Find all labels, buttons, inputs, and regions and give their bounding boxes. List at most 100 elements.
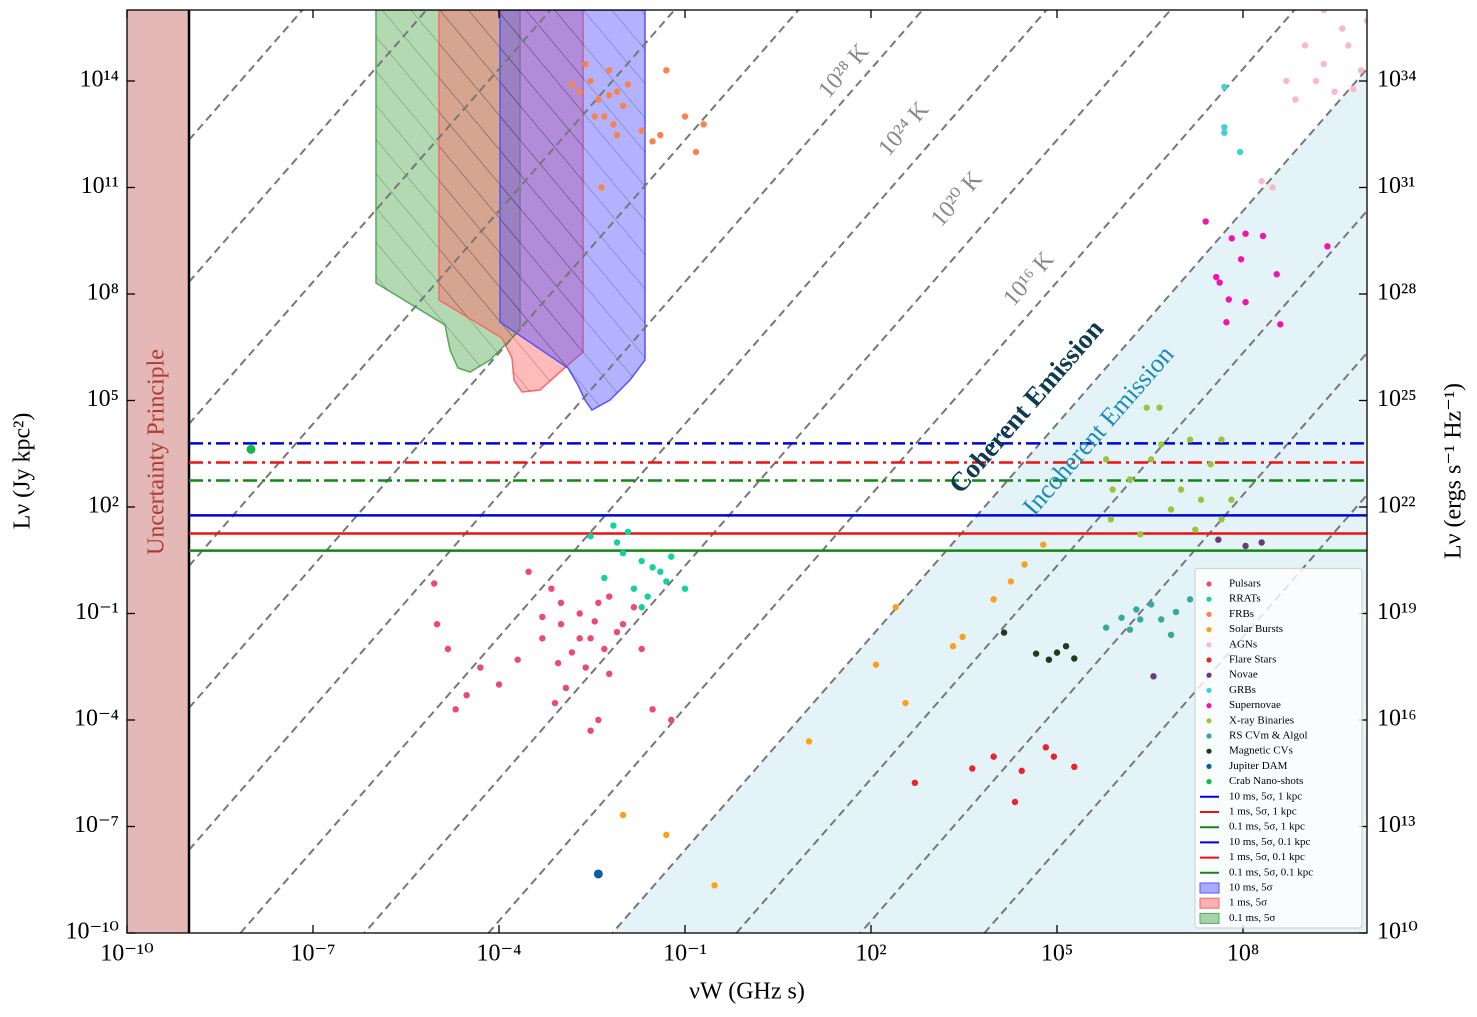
- temperature-line: [188, 10, 924, 851]
- data-point: [619, 811, 627, 819]
- data-point: [1221, 123, 1228, 131]
- data-point: [1221, 129, 1228, 136]
- legend-marker: [1206, 672, 1212, 678]
- data-point: [557, 599, 565, 607]
- data-point: [872, 661, 880, 668]
- data-point: [663, 67, 670, 74]
- legend-label: RRATs: [1229, 593, 1261, 605]
- data-point: [1259, 232, 1267, 240]
- y2-tick-label: 10¹³: [1377, 812, 1415, 838]
- data-point: [587, 533, 594, 540]
- data-point: [1331, 88, 1338, 95]
- data-point: [430, 580, 438, 587]
- data-point: [587, 635, 594, 642]
- data-point: [548, 585, 555, 592]
- legend-label: RS CVm & Algol: [1229, 730, 1308, 742]
- y-tick-label: 10⁻¹: [75, 599, 119, 625]
- temperature-line: [363, 10, 1172, 933]
- data-point: [1040, 541, 1047, 548]
- x-tick-label: 10⁻¹: [663, 941, 707, 967]
- legend-label: Pulsars: [1229, 578, 1261, 590]
- data-point: [1320, 60, 1327, 68]
- data-point: [582, 664, 589, 671]
- y-axis-label: Lν (Jy kpc²): [10, 413, 36, 530]
- data-point: [477, 664, 484, 671]
- legend-label: 1 ms, 5σ, 0.1 kpc: [1229, 851, 1305, 863]
- data-point: [1192, 526, 1199, 533]
- data-point: [949, 642, 957, 650]
- data-point: [1339, 25, 1346, 32]
- data-point: [514, 656, 521, 663]
- data-point: [1228, 235, 1236, 242]
- data-point: [1172, 608, 1180, 616]
- data-point: [568, 649, 576, 656]
- data-point: [1283, 77, 1290, 85]
- y2-axis-label: Lν (ergs s⁻¹ Hz⁻¹): [1441, 383, 1467, 559]
- data-point: [1109, 486, 1116, 493]
- temperature-label: 10¹⁶ K: [998, 246, 1059, 311]
- legend-marker: [1206, 657, 1212, 663]
- data-point: [1011, 798, 1019, 806]
- legend-label: FRBs: [1229, 608, 1254, 620]
- y-tick-label: 10⁻¹⁰: [66, 919, 119, 945]
- data-point: [610, 522, 617, 529]
- temperature-line: [611, 67, 1367, 933]
- data-point: [1273, 271, 1280, 278]
- data-point: [668, 553, 675, 560]
- x-tick-label: 10⁻¹⁰: [100, 941, 153, 967]
- legend-label: AGNs: [1229, 638, 1257, 650]
- data-point: [1225, 296, 1232, 303]
- data-point: [663, 578, 670, 585]
- data-point: [593, 869, 603, 879]
- data-point: [1197, 496, 1205, 503]
- x-axis-label: νW (GHz s): [689, 979, 805, 1005]
- data-point: [1137, 531, 1144, 538]
- temperature-line: [487, 10, 1296, 933]
- data-point: [1050, 753, 1058, 760]
- legend-marker: [1206, 748, 1212, 754]
- legend-label: 10 ms, 5σ, 1 kpc: [1229, 790, 1302, 802]
- data-point: [1218, 436, 1225, 443]
- data-point: [1133, 606, 1140, 613]
- y2-tick-label: 10¹⁰: [1377, 919, 1418, 945]
- data-point: [649, 706, 656, 713]
- data-point: [1177, 486, 1185, 493]
- data-point: [1158, 616, 1165, 623]
- data-point: [1000, 629, 1008, 636]
- data-point: [587, 77, 594, 85]
- data-point: [1242, 230, 1249, 237]
- data-point: [557, 620, 565, 628]
- legend-label: 1 ms, 5σ, 1 kpc: [1229, 806, 1297, 818]
- data-point: [1147, 601, 1155, 608]
- data-point: [1228, 496, 1235, 503]
- data-point: [1202, 218, 1209, 225]
- y2-tick-label: 10²⁵: [1377, 386, 1417, 412]
- legend-label: 0.1 ms, 5σ, 1 kpc: [1229, 821, 1305, 833]
- data-point: [1363, 17, 1367, 24]
- legend-box: [1194, 567, 1363, 929]
- data-point: [630, 604, 638, 611]
- data-point: [681, 113, 689, 120]
- data-point: [1053, 649, 1061, 656]
- data-point: [576, 610, 583, 617]
- legend-marker: [1206, 733, 1212, 739]
- data-point: [638, 604, 645, 611]
- data-point: [562, 684, 570, 692]
- data-point: [582, 60, 589, 68]
- data-point: [1150, 673, 1157, 680]
- legend-marker: [1206, 703, 1212, 709]
- legend-label: 0.1 ms, 5σ: [1229, 912, 1275, 924]
- legend-label: Flare Stars: [1229, 654, 1276, 666]
- data-point: [1118, 614, 1125, 621]
- data-point: [638, 127, 645, 134]
- data-point: [463, 691, 470, 699]
- data-point: [1357, 67, 1365, 74]
- legend-marker: [1206, 718, 1212, 724]
- data-point: [601, 645, 608, 653]
- data-point: [892, 604, 899, 611]
- data-point: [606, 670, 613, 678]
- y-tick-label: 10⁵: [87, 386, 119, 412]
- data-point: [644, 593, 651, 600]
- data-point: [657, 131, 664, 139]
